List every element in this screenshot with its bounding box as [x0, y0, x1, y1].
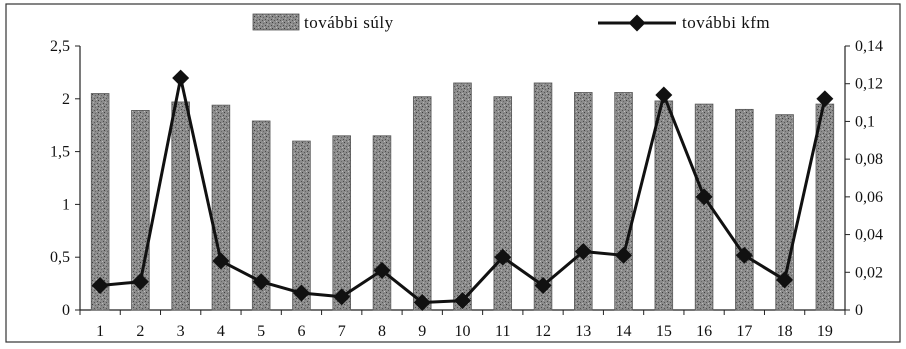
y-right-tick-label: 0,04 — [855, 227, 883, 244]
x-tick-label: 7 — [338, 323, 346, 340]
bar — [735, 108, 754, 311]
y-left-tick-label: 1 — [62, 196, 70, 213]
x-tick-label: 2 — [136, 323, 144, 340]
line-point — [292, 284, 310, 302]
line-point — [333, 288, 351, 306]
bar — [412, 96, 432, 311]
bar — [211, 104, 231, 311]
y-left-tick-label: 1,5 — [50, 144, 70, 161]
bar — [493, 96, 513, 311]
legend: további súly további kfm — [252, 13, 770, 32]
y-right-tick-label: 0,12 — [855, 76, 883, 93]
bar — [694, 103, 714, 311]
line-point — [91, 277, 109, 294]
y-left-tick-label: 0 — [62, 302, 70, 319]
bar — [372, 135, 392, 311]
y-left-ticks: 0 0,5 1 1,5 2 2,5 — [50, 38, 80, 319]
bar — [574, 92, 593, 311]
x-tick-label: 12 — [535, 323, 551, 340]
line-series — [91, 69, 834, 311]
y-right-tick-label: 0 — [855, 302, 863, 319]
x-tick-label: 11 — [495, 323, 510, 340]
line-point — [695, 188, 713, 206]
x-tick-label: 16 — [696, 323, 712, 340]
bar — [292, 140, 311, 311]
x-tick-label: 9 — [418, 323, 426, 340]
bar — [332, 135, 351, 311]
legend-label-bar: további súly — [304, 13, 394, 32]
bar-series — [90, 82, 835, 311]
x-tick-label: 8 — [378, 323, 386, 340]
y-left-tick-label: 2,5 — [50, 38, 70, 55]
legend-swatch-bar — [252, 13, 300, 31]
line-point — [454, 292, 471, 310]
y-left-tick-label: 2 — [62, 91, 70, 108]
x-tick-label: 18 — [777, 323, 793, 340]
y-right-tick-label: 0,06 — [855, 189, 883, 206]
x-tick-label: 3 — [177, 323, 185, 340]
bar — [90, 93, 110, 311]
x-ticks: 1 2 3 4 5 6 7 8 9 10 11 12 13 14 15 16 17 18 19 — [79, 310, 846, 340]
line-point — [373, 261, 391, 279]
bar — [171, 101, 190, 311]
x-tick-label: 14 — [616, 323, 632, 340]
line-point — [574, 243, 592, 261]
y-right-ticks: 0 0,02 0,04 0,06 0,08 0,1 0,12 0,14 — [845, 38, 883, 319]
bar — [453, 82, 472, 311]
line-point — [816, 90, 834, 108]
y-left-tick-label: 0,5 — [50, 249, 70, 266]
x-tick-label: 5 — [257, 323, 265, 340]
x-tick-label: 6 — [297, 323, 305, 340]
line-point — [212, 252, 230, 270]
x-tick-label: 4 — [217, 323, 225, 340]
y-right-tick-label: 0,1 — [855, 113, 875, 130]
line-point — [172, 69, 190, 87]
line-point — [615, 246, 633, 264]
line-point — [494, 248, 512, 266]
line-point — [131, 273, 149, 291]
x-tick-label: 15 — [656, 323, 672, 340]
bar — [815, 103, 835, 311]
bar — [251, 120, 271, 311]
x-tick-label: 17 — [736, 323, 752, 340]
y-right-tick-label: 0,08 — [855, 151, 883, 168]
legend-swatch-marker — [628, 14, 646, 32]
x-tick-label: 1 — [96, 323, 104, 340]
line-point — [534, 277, 552, 294]
line-point — [655, 86, 673, 104]
x-tick-label: 13 — [575, 323, 591, 340]
bar — [614, 92, 633, 311]
line-point — [252, 273, 270, 291]
bar — [533, 82, 553, 311]
chart-frame — [5, 3, 901, 343]
y-right-tick-label: 0,02 — [855, 264, 883, 281]
y-right-tick-label: 0,14 — [855, 38, 883, 55]
x-tick-label: 19 — [817, 323, 833, 340]
x-tick-label: 10 — [455, 323, 471, 340]
line-point — [776, 271, 794, 289]
legend-label-line: további kfm — [682, 13, 770, 32]
bar — [654, 100, 674, 311]
line-point — [735, 246, 753, 264]
line-point — [413, 293, 431, 311]
